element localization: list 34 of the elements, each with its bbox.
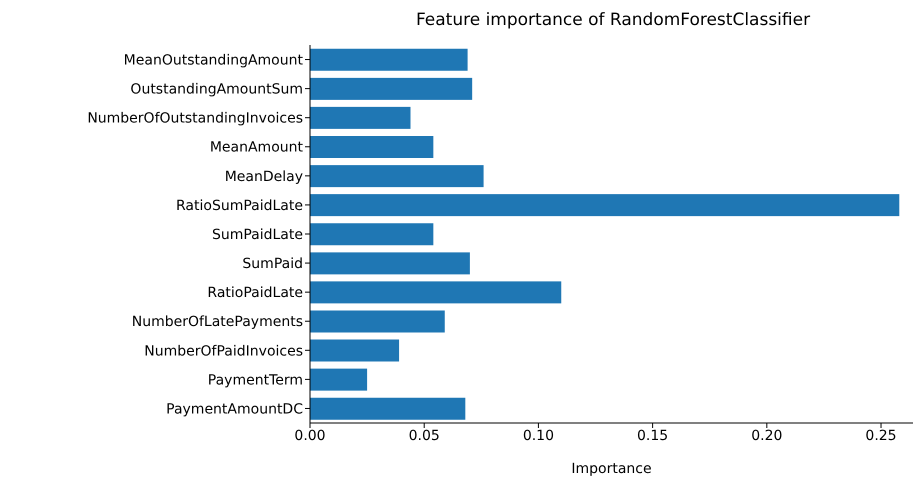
x-tick-label: 0.05 (408, 428, 440, 444)
bar (310, 194, 900, 216)
bar (310, 281, 562, 304)
x-tick-label: 0.25 (865, 428, 897, 444)
x-tick-label: 0.10 (522, 428, 554, 444)
y-tick-label: MeanOutstandingAmount (124, 52, 304, 69)
y-tick-label: RatioPaidLate (207, 285, 303, 302)
bar (310, 252, 470, 274)
bar (310, 340, 400, 362)
bar (310, 310, 445, 332)
y-tick-label: MeanDelay (224, 168, 303, 185)
y-tick-label: NumberOfPaidInvoices (144, 343, 303, 360)
x-tick-label: 0.20 (751, 428, 782, 444)
y-tick-label: NumberOfLatePayments (132, 314, 303, 330)
y-tick-label: RatioSumPaidLate (176, 198, 303, 214)
y-tick-label: OutstandingAmountSum (130, 82, 303, 98)
bar (310, 165, 484, 188)
y-tick-label: PaymentAmountDC (166, 401, 304, 418)
x-tick-label: 0.15 (637, 428, 668, 444)
bar (310, 106, 410, 129)
bar (310, 136, 434, 158)
y-tick-label: SumPaidLate (212, 226, 303, 243)
y-tick-label: NumberOfOutstandingInvoices (87, 110, 303, 127)
bar (310, 48, 468, 71)
y-tick-label: MeanAmount (210, 140, 304, 156)
y-tick-label: PaymentTerm (208, 372, 303, 388)
x-axis-title: Importance (571, 461, 652, 477)
y-tick-label: SumPaid (242, 256, 303, 272)
x-tick-label: 0.00 (294, 428, 326, 444)
bar (310, 78, 472, 100)
bar (310, 368, 368, 391)
bar (310, 398, 466, 420)
chart-title: Feature importance of RandomForestClassifier (414, 10, 812, 30)
bar (310, 223, 434, 246)
